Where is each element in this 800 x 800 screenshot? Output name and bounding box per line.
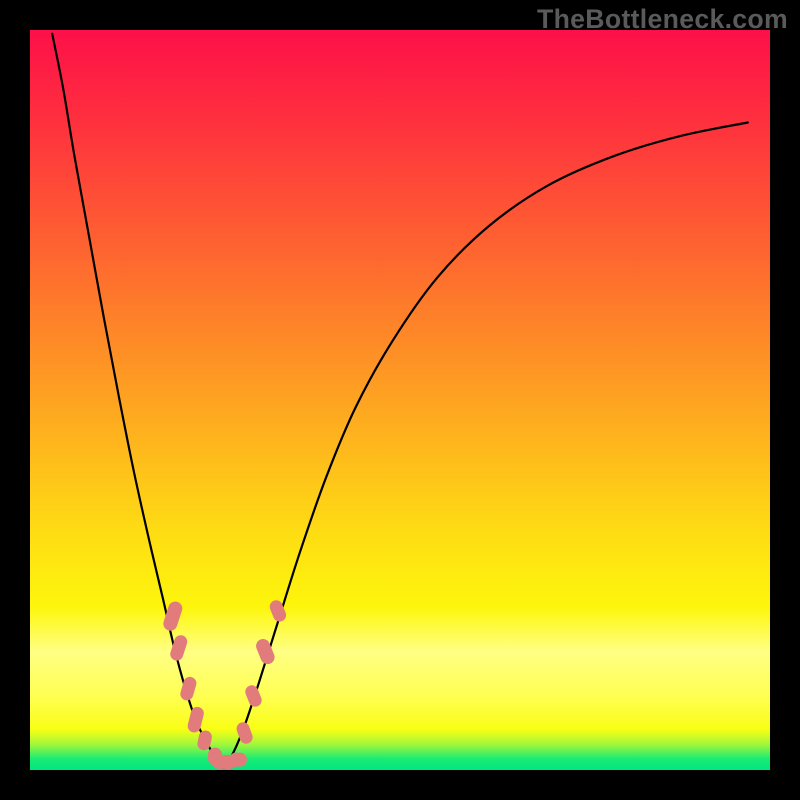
chart-stage: TheBottleneck.com xyxy=(0,0,800,800)
bottleneck-chart xyxy=(0,0,800,800)
marker-pill xyxy=(229,753,247,767)
watermark-text: TheBottleneck.com xyxy=(537,4,788,35)
